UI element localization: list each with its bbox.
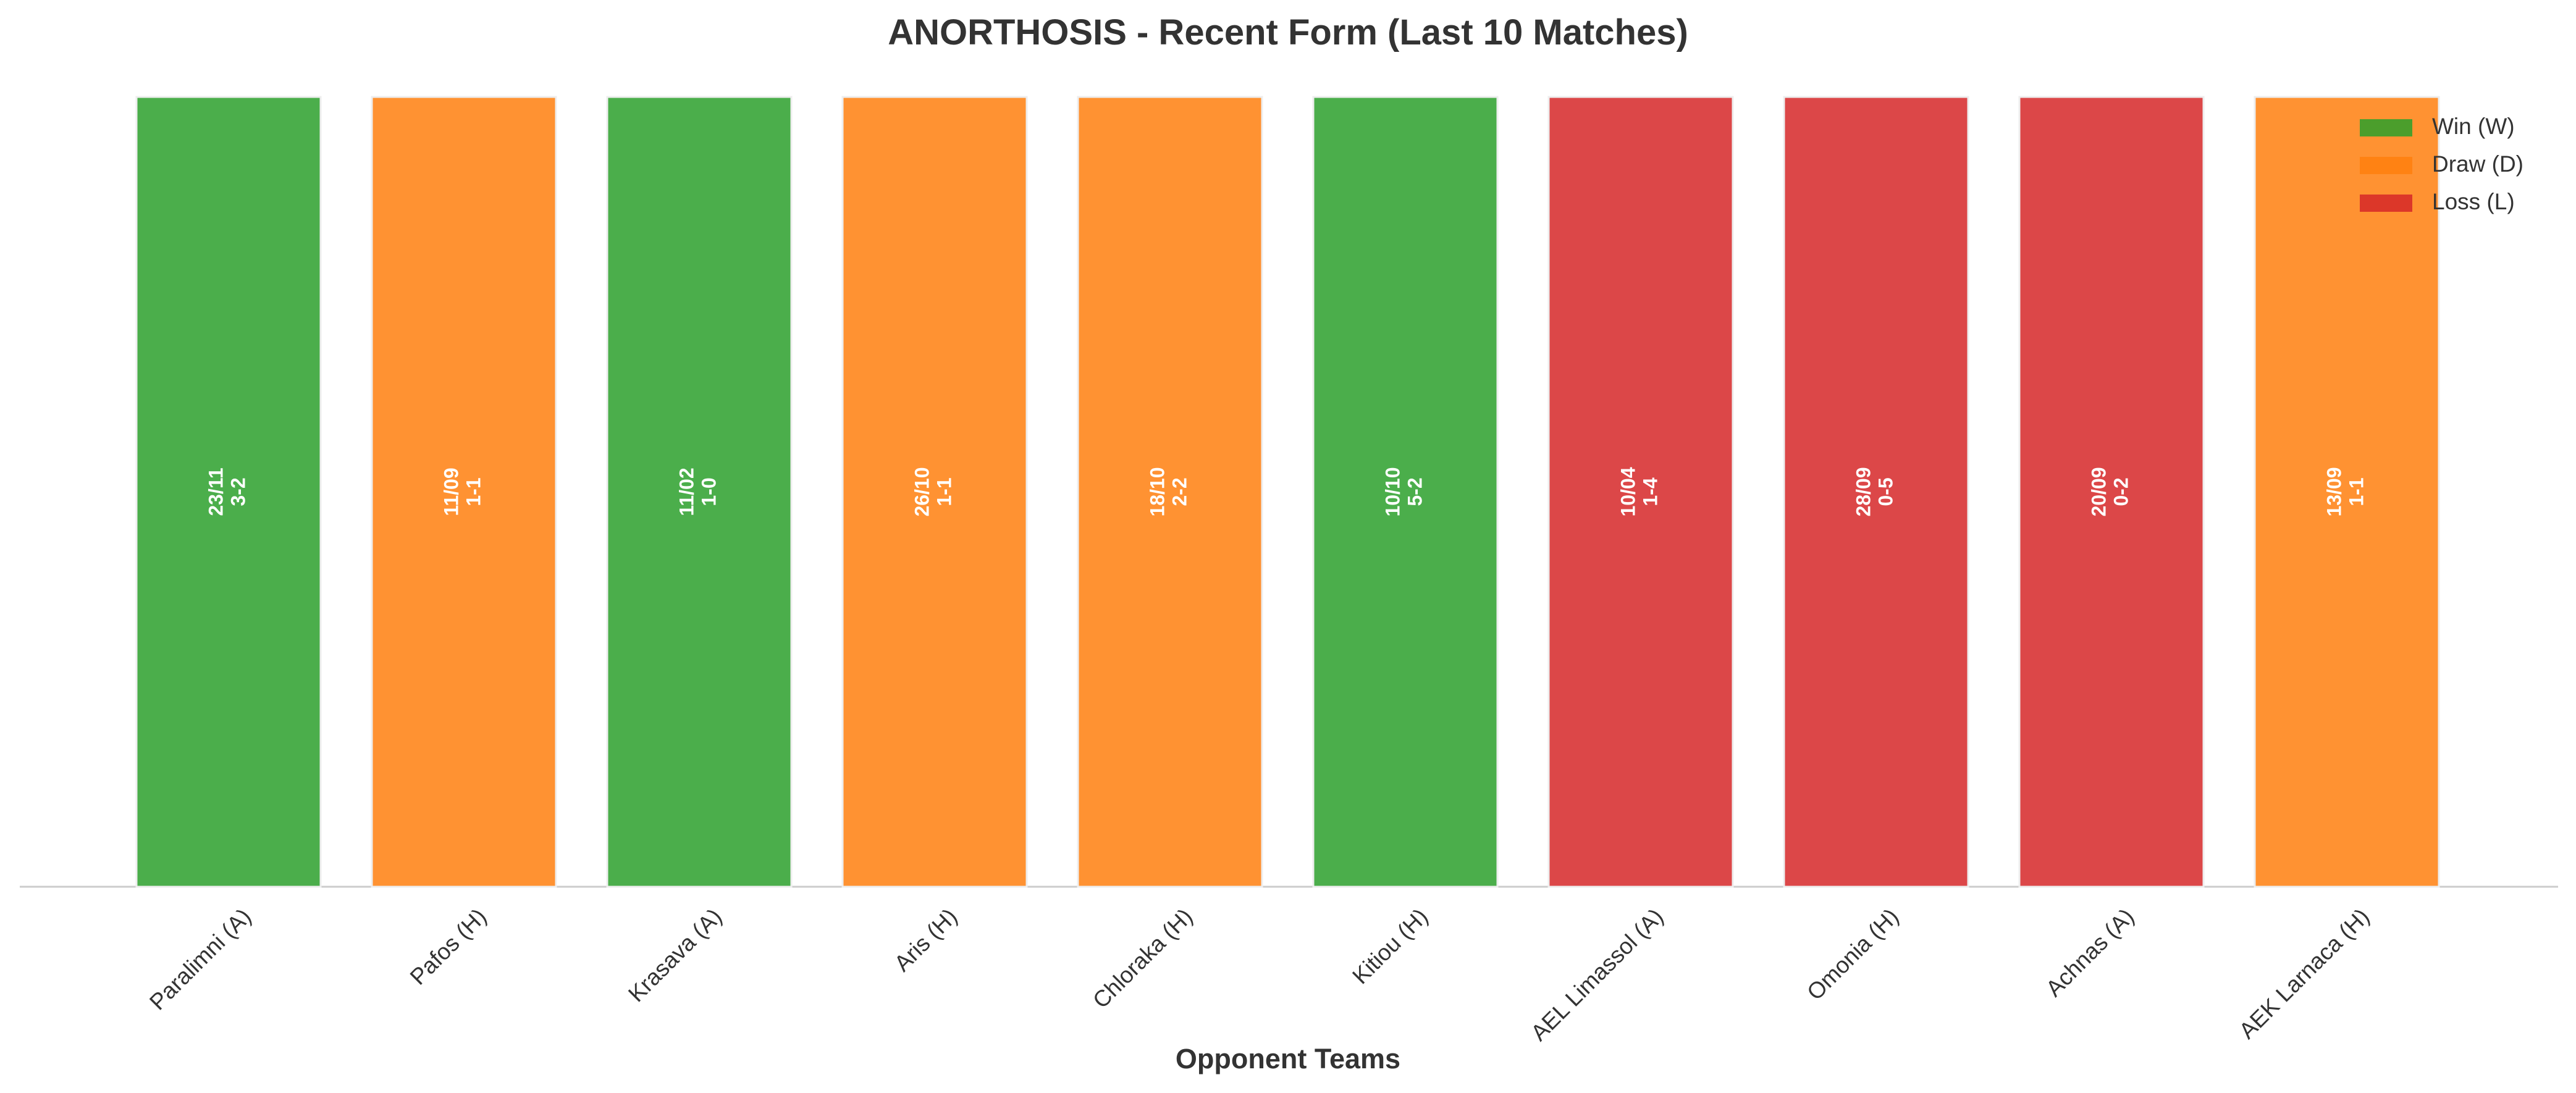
bar-date-label: 28/09: [1852, 467, 1874, 516]
legend-swatch: [2360, 119, 2412, 136]
bar-score-label: 1-1: [462, 477, 484, 506]
bar-date-label: 20/09: [2087, 467, 2110, 516]
x-tick-label: Chloraka (H): [1088, 903, 1197, 1013]
bar-date-label: 11/02: [675, 467, 697, 516]
bar: [1077, 96, 1263, 888]
bar-score-label: 5-2: [1404, 477, 1426, 506]
bar: [841, 96, 1028, 888]
bar-date-label: 10/10: [1381, 467, 1404, 516]
x-tick-label: Pafos (H): [405, 903, 491, 989]
bar-date-label: 10/04: [1617, 467, 1639, 516]
legend-label: Draw (D): [2432, 151, 2523, 177]
bar-date-label: 13/09: [2323, 467, 2345, 516]
bar: [2254, 96, 2440, 888]
bar-date-label: 26/10: [911, 467, 933, 516]
bar: [1547, 96, 1734, 888]
bar: [135, 96, 322, 888]
x-tick-label: Aris (H): [890, 903, 962, 976]
legend-swatch: [2360, 195, 2412, 212]
x-tick-label: Krasava (A): [623, 903, 726, 1007]
bar: [1783, 96, 1969, 888]
x-tick-label: Paralimni (A): [145, 903, 256, 1015]
bar-score-label: 2-2: [1168, 477, 1190, 506]
bar-score-label: 1-0: [697, 477, 720, 506]
bar: [1312, 96, 1499, 888]
bar-score-label: 1-1: [933, 477, 955, 506]
bar-date-label: 23/11: [204, 467, 227, 516]
x-tick-label: Kitiou (H): [1347, 903, 1433, 989]
bar: [2018, 96, 2205, 888]
x-tick-label: Achnas (A): [2041, 903, 2139, 1001]
legend-swatch: [2360, 157, 2412, 174]
bar-score-label: 1-4: [1639, 477, 1661, 506]
bar-score-label: 0-2: [2110, 477, 2132, 506]
legend-label: Win (W): [2432, 114, 2515, 139]
x-tick-label: AEK Larnaca (H): [2234, 903, 2375, 1044]
bar-score-label: 0-5: [1874, 477, 1896, 506]
bar-date-label: 11/09: [440, 467, 462, 516]
legend-label: Loss (L): [2432, 189, 2515, 214]
bar: [606, 96, 793, 888]
bar-date-label: 18/10: [1146, 467, 1168, 516]
x-tick-label: Omonia (H): [1802, 903, 1903, 1005]
chart-title: ANORTHOSIS - Recent Form (Last 10 Matche…: [888, 12, 1688, 52]
bar-score-label: 1-1: [2345, 477, 2367, 506]
bar: [371, 96, 557, 888]
x-axis-label: Opponent Teams: [1176, 1043, 1400, 1074]
x-tick-label: AEL Limassol (A): [1526, 903, 1668, 1045]
bar-score-label: 3-2: [227, 477, 249, 506]
